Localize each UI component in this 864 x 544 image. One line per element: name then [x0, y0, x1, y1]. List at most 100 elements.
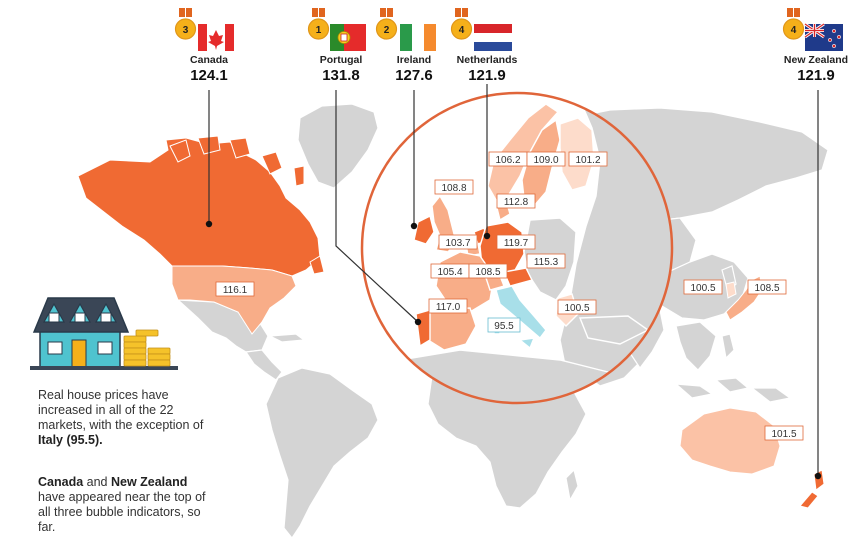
rank-number: 4 [791, 25, 797, 36]
value-label-text: 108.5 [754, 283, 779, 294]
new-zealand-south [799, 491, 819, 509]
value-label: 103.7 [438, 234, 478, 250]
value-label: 119.7 [496, 234, 536, 250]
value-label: 109.0 [526, 151, 566, 167]
value-label-text: 116.1 [223, 285, 248, 296]
value-label-text: 117.0 [436, 302, 461, 313]
note-italy: Real house prices have increased in all … [38, 388, 213, 448]
value-label: 108.5 [747, 279, 787, 295]
value-label: 100.5 [557, 299, 597, 315]
cuba [267, 333, 306, 343]
house-illustration [30, 297, 178, 370]
value-label: 106.2 [488, 151, 528, 167]
highlight-canada: 3 Canada 124.1 [174, 8, 234, 84]
new-zealand-flag-icon [804, 22, 843, 51]
leader-dot-canada [205, 220, 213, 228]
house-icon [30, 297, 178, 370]
country-value: 127.6 [395, 67, 433, 84]
value-label-text: 100.5 [564, 303, 589, 314]
note-italy-highlight: Italy (95.5). [38, 433, 103, 447]
value-label-box [557, 299, 597, 315]
value-label-box [764, 425, 804, 441]
ireland-flag-icon [400, 24, 436, 51]
medal-icon: 1 [307, 8, 330, 40]
ireland [413, 214, 435, 245]
leader-dot-netherlands [483, 232, 491, 240]
value-label: 108.8 [434, 179, 474, 195]
medal-icon: 4 [450, 8, 473, 40]
value-label-text: 108.5 [475, 267, 500, 278]
value-label-text: 115.3 [534, 257, 559, 268]
value-label-text: 109.0 [533, 155, 558, 166]
value-label-text: 100.5 [690, 283, 715, 294]
leader-dot-ireland [410, 222, 418, 230]
value-label: 108.5 [468, 263, 508, 279]
note-rest: have appeared near the top of all three … [38, 490, 206, 534]
canada-island-4 [261, 151, 283, 175]
value-label-box [496, 193, 536, 209]
coin-stacks-icon [123, 329, 171, 367]
leader-dot-new-zealand [814, 472, 822, 480]
indonesia-1 [674, 383, 714, 399]
rank-number: 4 [459, 25, 465, 36]
country-value: 121.9 [468, 67, 506, 84]
value-label-text: 105.4 [437, 267, 462, 278]
value-label-box [526, 253, 566, 269]
value-label-box [487, 317, 521, 333]
country-value: 121.9 [797, 67, 835, 84]
south-korea [725, 281, 737, 299]
value-label-box [428, 298, 468, 314]
value-label-box [496, 234, 536, 250]
highlight-netherlands: 4 Netherlands 121.9 [450, 8, 518, 84]
value-label-box [683, 279, 723, 295]
value-label-text: 108.8 [441, 183, 466, 194]
canada [77, 137, 321, 277]
rank-number: 2 [384, 25, 390, 36]
canada-island-6 [309, 255, 325, 275]
value-label-box [568, 151, 608, 167]
value-label: 117.0 [428, 298, 468, 314]
sicily [518, 337, 536, 350]
country-name: Canada [190, 54, 228, 66]
medal-icon: 2 [375, 8, 398, 40]
data-countries [77, 135, 825, 509]
value-label: 116.1 [215, 281, 255, 297]
europe-bubble-outline [360, 91, 674, 405]
value-label: 105.4 [430, 263, 470, 279]
value-label-text: 119.7 [504, 238, 529, 249]
medal-icon: 3 [174, 8, 197, 40]
canada-island-5 [293, 165, 305, 187]
country-name: Ireland [397, 54, 431, 66]
value-label-box [526, 151, 566, 167]
country-name: Netherlands [457, 54, 518, 66]
rank-number: 3 [183, 25, 189, 36]
note-and: and [83, 475, 111, 489]
value-label-text: 101.5 [771, 429, 796, 440]
central-america [244, 349, 283, 381]
highlight-headers: 3 Canada 124.1 1 [174, 8, 848, 84]
indonesia-2 [714, 377, 750, 393]
value-label-text: 112.8 [504, 197, 529, 208]
value-label-box [434, 179, 474, 195]
value-label-text: 95.5 [494, 321, 514, 332]
value-label-box [468, 263, 508, 279]
value-label: 101.5 [764, 425, 804, 441]
australia [679, 407, 781, 475]
portugal [415, 309, 431, 348]
austria [503, 267, 534, 287]
south-america [265, 367, 379, 540]
value-label-box [438, 234, 478, 250]
new-guinea [750, 387, 792, 403]
leader-portugal [335, 90, 419, 323]
value-label-text: 106.2 [495, 155, 520, 166]
value-label: 101.2 [568, 151, 608, 167]
turkey [578, 315, 650, 345]
country-value: 124.1 [190, 67, 228, 84]
country-name: Portugal [320, 54, 363, 66]
greenland [297, 103, 379, 189]
value-label-box [747, 279, 787, 295]
netherlands-flag-icon [474, 24, 512, 51]
value-label-box [215, 281, 255, 297]
canada-flag-icon [198, 24, 234, 51]
